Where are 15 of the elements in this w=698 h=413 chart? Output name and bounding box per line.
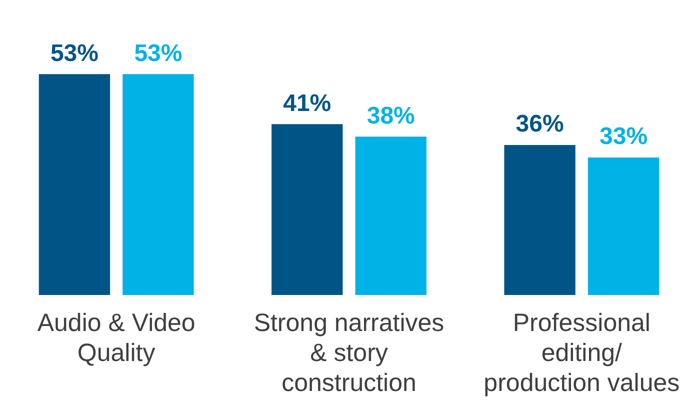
- bar: [355, 136, 426, 295]
- data-label: 33%: [600, 123, 648, 150]
- x-tick-label: Audio & Video Quality: [37, 308, 196, 367]
- x-tick-label: Professional editing/ production values: [484, 308, 680, 397]
- data-label: 53%: [50, 40, 98, 67]
- data-label: 38%: [366, 102, 415, 130]
- bar: [122, 74, 194, 295]
- bar: [38, 74, 110, 295]
- bar: [504, 145, 576, 295]
- data-label: 36%: [516, 110, 564, 138]
- bar: [272, 124, 343, 295]
- x-tick-label: Strong narratives & story construction: [254, 308, 444, 397]
- data-label: 53%: [134, 40, 182, 67]
- bar: [588, 158, 660, 295]
- data-label: 41%: [283, 90, 332, 117]
